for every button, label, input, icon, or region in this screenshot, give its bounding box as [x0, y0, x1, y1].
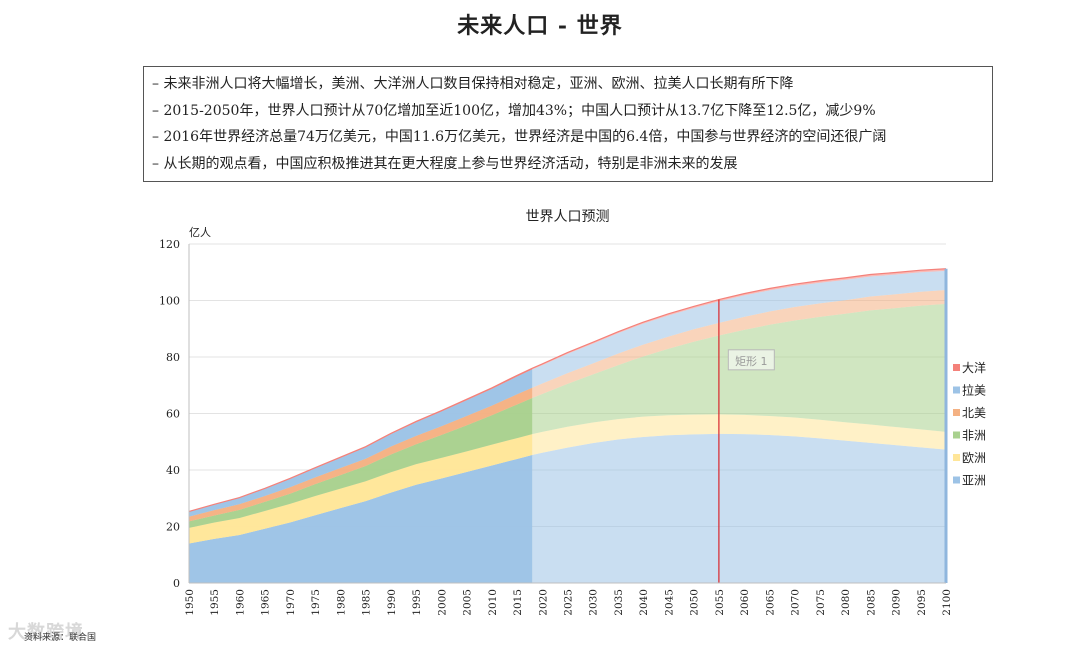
legend-swatch — [953, 364, 960, 371]
x-tick-label: 2025 — [563, 589, 575, 616]
watermark: 大数跨境 — [8, 622, 84, 643]
x-tick-label: 2050 — [689, 589, 701, 616]
y-tick-label: 80 — [166, 351, 180, 364]
x-tick-label: 2030 — [588, 589, 600, 616]
legend-swatch — [953, 476, 960, 484]
y-tick-label: 60 — [166, 408, 180, 421]
x-tick-label: 2055 — [714, 589, 726, 616]
legend-label: 欧洲 — [962, 451, 986, 465]
x-tick-label: 2100 — [941, 589, 953, 616]
page-title: 未来人口 - 世界 — [457, 13, 623, 39]
x-tick-label: 1990 — [386, 589, 398, 616]
y-tick-label: 120 — [159, 238, 180, 251]
legend-label: 非洲 — [962, 429, 986, 443]
x-tick-label: 1970 — [285, 589, 297, 616]
y-tick-label: 20 — [166, 521, 180, 534]
legend-swatch — [953, 409, 960, 416]
series-大洋-top-line — [188, 268, 947, 513]
x-tick-label: 2065 — [764, 589, 776, 616]
x-tick-label: 1965 — [260, 589, 272, 616]
chart-title: 世界人口预测 — [526, 209, 610, 225]
x-tick-label: 2035 — [613, 589, 625, 616]
series-亚洲-area-hist — [189, 455, 533, 583]
series-欧洲-area — [189, 414, 946, 544]
y-axis-label: 亿人 — [189, 226, 211, 239]
x-tick-label: 2015 — [512, 589, 524, 616]
notes-box: – 未来非洲人口将大幅增长，美洲、大洋洲人口数目保持相对稳定，亚洲、欧洲、拉美人… — [143, 66, 993, 182]
series-非洲-area-hist — [189, 397, 533, 528]
y-tick-label: 100 — [159, 295, 180, 308]
x-tick-label: 1955 — [209, 589, 221, 616]
x-tick-label: 2010 — [487, 589, 499, 616]
annotation-box — [727, 349, 775, 371]
x-tick-label: 2040 — [638, 589, 650, 616]
legend-label: 北美 — [962, 406, 986, 420]
x-tick-label: 2005 — [462, 589, 474, 616]
x-tick-label: 2095 — [916, 589, 928, 616]
x-tick-label: 1960 — [235, 589, 247, 616]
x-tick-label: 1975 — [310, 589, 322, 616]
annotation-text: 矩形 1 — [735, 355, 768, 368]
x-tick-label: 2085 — [865, 589, 877, 616]
x-tick-label: 2020 — [537, 589, 549, 616]
x-tick-label: 1980 — [335, 589, 347, 616]
source-note: 资料来源：联合国 — [24, 633, 97, 643]
x-tick-label: 2090 — [891, 589, 903, 616]
area-group — [189, 268, 946, 583]
legend-label: 亚洲 — [962, 474, 986, 488]
legend-label: 大洋 — [962, 360, 986, 375]
y-tick-label: 0 — [173, 577, 180, 590]
x-tick-label: 2070 — [790, 589, 802, 616]
x-tick-label: 2060 — [739, 589, 751, 616]
legend-swatch — [953, 454, 960, 461]
note-line: – 2015-2050年，世界人口预计从70亿增加至近100亿，增加43%；中国… — [152, 102, 876, 119]
series-北美-area-hist — [189, 387, 533, 522]
x-tick-label: 2045 — [663, 589, 675, 616]
x-tick-label: 1995 — [411, 589, 423, 616]
y-tick-label: 40 — [166, 464, 180, 477]
x-tick-label: 1950 — [184, 589, 196, 616]
x-tick-label: 2080 — [840, 589, 852, 616]
legend-swatch — [953, 386, 960, 394]
legend-swatch — [953, 431, 960, 439]
legend-label: 拉美 — [962, 383, 986, 398]
note-line: – 2016年世界经济总量74万亿美元，中国11.6万亿美元，世界经济是中国的6… — [152, 129, 887, 145]
x-tick-label: 2075 — [815, 589, 827, 616]
x-tick-label: 1985 — [361, 589, 373, 616]
series-欧洲-area-hist — [189, 434, 533, 544]
x-tick-label: 2000 — [436, 589, 448, 616]
note-line: – 未来非洲人口将大幅增长，美洲、大洋洲人口数目保持相对稳定，亚洲、欧洲、拉美人… — [152, 76, 794, 92]
note-line: – 从长期的观点看，中国应积极推进其在更大程度上参与世界经济活动，特别是非洲未来… — [152, 155, 738, 172]
